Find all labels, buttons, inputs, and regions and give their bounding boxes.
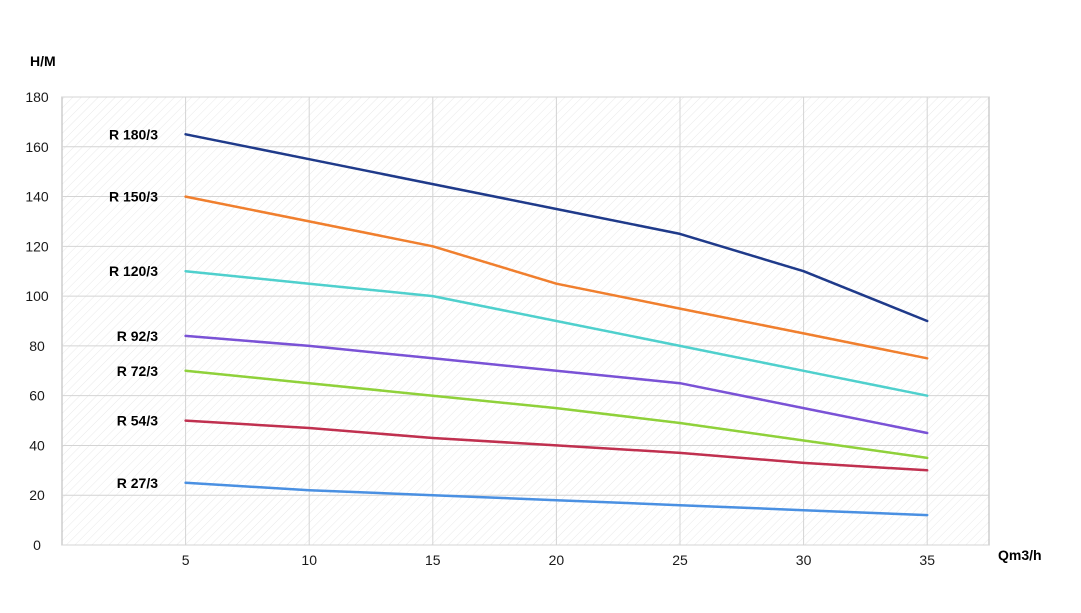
x-tick-label: 30: [796, 552, 812, 568]
series-line: [184, 133, 929, 323]
series-line: [184, 195, 929, 360]
x-tick-label: 20: [549, 552, 565, 568]
series-line: [184, 419, 929, 472]
y-tick-label: 140: [25, 189, 49, 205]
y-tick-label: 60: [29, 388, 45, 404]
x-tick-label: 10: [301, 552, 317, 568]
x-axis-title: Qm3/h: [998, 547, 1042, 563]
series-line: [184, 334, 929, 435]
x-tick-label: 5: [182, 552, 190, 568]
y-tick-label: 80: [29, 338, 45, 354]
x-tick-label: 15: [425, 552, 441, 568]
y-axis-title: H/M: [30, 53, 56, 69]
y-tick-label: 40: [29, 437, 45, 453]
series-label: R 54/3: [117, 413, 158, 429]
x-tick-label: 35: [919, 552, 935, 568]
series-label: R 180/3: [109, 126, 158, 142]
y-tick-label: 100: [25, 288, 49, 304]
series-label: R 92/3: [117, 328, 158, 344]
series-labels: R 180/3 R 150/3 R 120/3 R 92/3 R 72/3 R 54/3 R…: [109, 126, 158, 490]
y-tick-label: 120: [25, 238, 49, 254]
series-line: [184, 269, 929, 397]
series-line: [184, 369, 929, 460]
x-tick-label: 25: [672, 552, 688, 568]
plot-area: [61, 96, 990, 546]
y-tick-label: 20: [29, 487, 45, 503]
tick-labels: 5 10 15 20 25 30 35 0 20 40 60 80 100 120 140 160 180: [25, 89, 935, 568]
series-label: R 27/3: [117, 475, 158, 491]
y-tick-label: 180: [25, 89, 49, 105]
series-label: R 120/3: [109, 263, 158, 279]
y-tick-label: 0: [33, 537, 41, 553]
y-tick-label: 160: [25, 139, 49, 155]
series-label: R 72/3: [117, 363, 158, 379]
series-label: R 150/3: [109, 189, 158, 205]
series-lines: [184, 133, 929, 517]
series-line: [184, 481, 929, 517]
